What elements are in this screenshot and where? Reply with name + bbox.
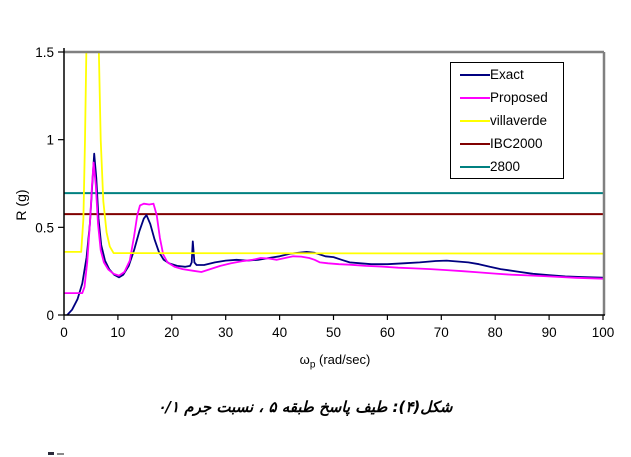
y-tick-label: 0.5: [35, 220, 54, 235]
x-tick-label: 100: [592, 325, 615, 340]
x-tick-label: 90: [542, 325, 557, 340]
y-tick-label: 0: [46, 308, 54, 323]
legend-item-villaverde: villaverde: [460, 114, 563, 128]
x-tick-label: 10: [110, 325, 125, 340]
legend-swatch-ibc2000: [460, 142, 490, 145]
x-tick-label: 20: [164, 325, 179, 340]
y-axis-title: R (g): [13, 189, 29, 221]
legend-label-villaverde: villaverde: [490, 112, 548, 128]
chart-plot: 0 10 20 30 40 50 60 70 80 90 100 0 0.5 1 1.5: [35, 45, 615, 340]
legend-item-2800: 2800: [460, 160, 563, 174]
omega-subscript: p: [309, 359, 316, 371]
x-tick-label: 30: [218, 325, 233, 340]
legend-swatch-2800: [460, 165, 490, 168]
legend-item-ibc2000: IBC2000: [460, 137, 563, 151]
y-tick-label: 1: [46, 133, 54, 148]
omega-symbol: ω: [299, 352, 310, 367]
legend-swatch-exact: [460, 73, 490, 76]
series-exact-line: [66, 152, 604, 316]
x-tick-label: 40: [272, 325, 287, 340]
legend-swatch-proposed: [460, 96, 490, 99]
x-tick-label: 0: [60, 325, 68, 340]
figure-caption: شکل(۴): طیف پاسخ طبقه ۵ ، نسبت جرم ۰/۱: [157, 398, 453, 416]
legend-item-exact: Exact: [460, 68, 563, 82]
legend-swatch-villaverde: [460, 119, 490, 122]
y-tick-label: 1.5: [35, 45, 54, 60]
legend-label-exact: Exact: [490, 66, 524, 82]
cropped-text-fragment: [57, 453, 64, 455]
series-proposed-line: [64, 161, 604, 295]
legend-label-ibc2000: IBC2000: [490, 135, 543, 151]
legend: Exact Proposed villaverde IBC2000 2800: [450, 62, 564, 179]
x-tick-label: 60: [380, 325, 395, 340]
x-tick-label: 50: [326, 325, 341, 340]
legend-item-proposed: Proposed: [460, 91, 563, 105]
series-villaverde-line: [64, 52, 604, 255]
x-tick-label: 70: [434, 325, 449, 340]
x-axis-title: ωp (rad/sec): [230, 352, 440, 371]
x-axis-unit: (rad/sec): [319, 352, 371, 367]
legend-label-proposed: Proposed: [490, 89, 548, 105]
cropped-text-fragment: [48, 452, 54, 455]
legend-label-2800: 2800: [490, 158, 521, 174]
x-tick-label: 80: [488, 325, 503, 340]
